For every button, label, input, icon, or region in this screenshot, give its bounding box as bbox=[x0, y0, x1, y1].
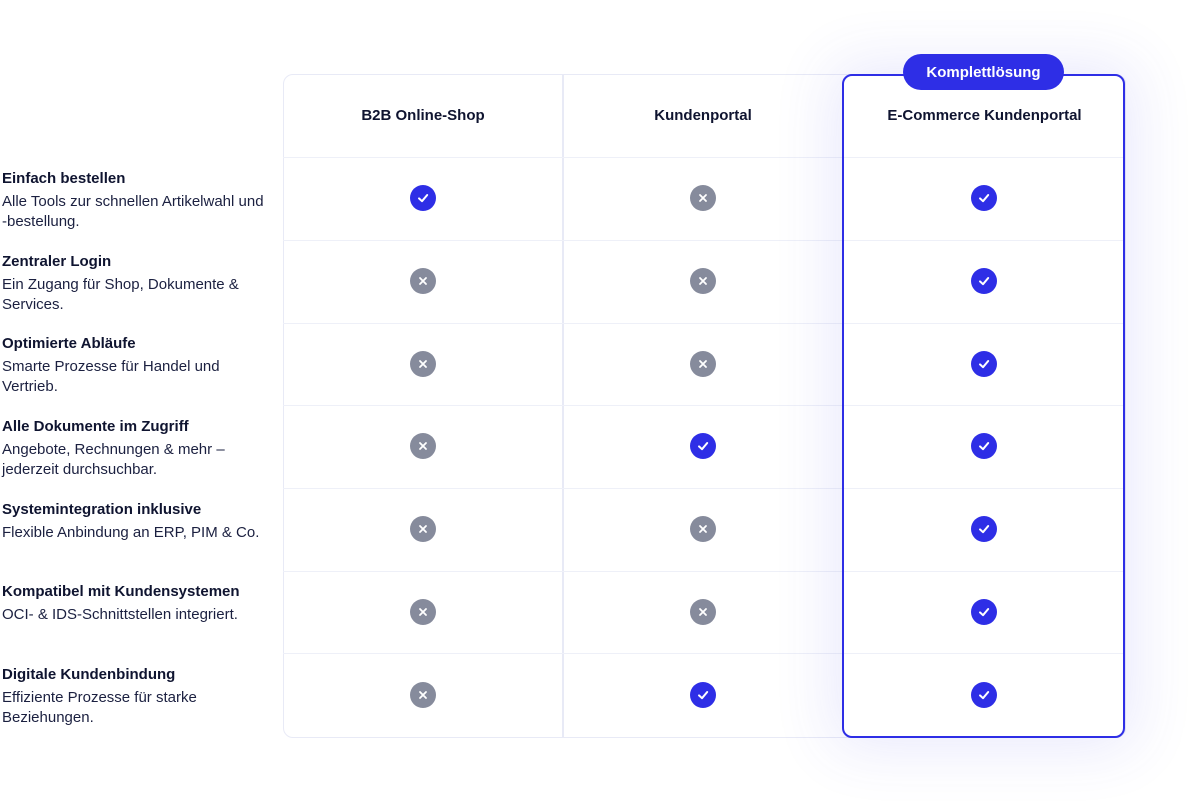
table-cell bbox=[283, 240, 563, 323]
feature-title: Alle Dokumente im Zugriff bbox=[2, 418, 189, 436]
row-divider bbox=[844, 323, 1123, 324]
feature-row: Zentraler Login Ein Zugang für Shop, Dok… bbox=[0, 240, 272, 323]
feature-row: Systemintegration inklusive Flexible Anb… bbox=[0, 488, 272, 571]
feature-description: Alle Tools zur schnellen Artikelwahl und… bbox=[2, 193, 264, 230]
row-divider bbox=[844, 488, 1123, 489]
highlight-badge: Komplettlösung bbox=[903, 54, 1064, 90]
feature-title: Systemintegration inklusive bbox=[2, 500, 202, 518]
row-divider bbox=[283, 405, 843, 406]
table-cell bbox=[283, 405, 563, 488]
column-header: Kundenportal bbox=[654, 107, 752, 124]
feature-row: Alle Dokumente im Zugriff Angebote, Rech… bbox=[0, 405, 272, 488]
feature-row: Digitale Kundenbindung Effiziente Prozes… bbox=[0, 653, 272, 736]
column-header: E-Commerce Kundenportal bbox=[887, 107, 1082, 124]
table-cell bbox=[283, 571, 563, 654]
column-divider bbox=[562, 74, 564, 738]
feature-title: Kompatibel mit Kundensystemen bbox=[2, 583, 240, 601]
table-cell bbox=[844, 488, 1124, 571]
feature-title: Optimierte Abläufe bbox=[2, 335, 136, 353]
table-cell bbox=[283, 322, 563, 405]
table-cell bbox=[283, 157, 563, 240]
x-circle-icon bbox=[410, 268, 436, 295]
table-cell bbox=[563, 405, 843, 488]
x-circle-icon bbox=[410, 350, 436, 377]
check-circle-icon bbox=[971, 185, 997, 212]
x-circle-icon bbox=[410, 516, 436, 543]
check-circle-icon bbox=[971, 681, 997, 708]
table-cell bbox=[563, 571, 843, 654]
table-cell bbox=[844, 571, 1124, 654]
table-cell bbox=[563, 488, 843, 571]
table-cell bbox=[563, 653, 843, 736]
row-divider bbox=[844, 240, 1123, 241]
feature-list: Einfach bestellen Alle Tools zur schnell… bbox=[0, 157, 272, 736]
x-circle-icon bbox=[690, 350, 716, 377]
row-divider bbox=[844, 405, 1123, 406]
check-circle-icon bbox=[690, 433, 716, 460]
check-circle-icon bbox=[410, 185, 436, 212]
table-cell bbox=[563, 240, 843, 323]
table-cell bbox=[844, 405, 1124, 488]
x-circle-icon bbox=[690, 185, 716, 212]
feature-description: Ein Zugang für Shop, Dokumente & Service… bbox=[2, 275, 239, 313]
row-divider bbox=[283, 323, 843, 324]
feature-row: Kompatibel mit Kundensystemen OCI- & IDS… bbox=[0, 570, 272, 653]
check-circle-icon bbox=[690, 681, 716, 708]
check-circle-icon bbox=[971, 433, 997, 460]
row-divider bbox=[283, 240, 843, 241]
feature-description: OCI- & IDS-Schnittstellen integriert. bbox=[2, 606, 238, 624]
feature-row: Optimierte Abläufe Smarte Prozesse für H… bbox=[0, 322, 272, 405]
x-circle-icon bbox=[690, 516, 716, 543]
feature-description: Angebote, Rechnungen & mehr – jederzeit … bbox=[2, 441, 225, 479]
column-header: B2B Online-Shop bbox=[361, 107, 485, 124]
check-circle-icon bbox=[971, 268, 997, 295]
check-circle-icon bbox=[971, 350, 997, 377]
feature-row: Einfach bestellen Alle Tools zur schnell… bbox=[0, 157, 272, 240]
comparison-table: Komplettlösung B2B Online-Shop Kundenpor… bbox=[283, 54, 1126, 738]
feature-description: Effiziente Prozesse für starke Beziehung… bbox=[2, 689, 197, 727]
table-cell bbox=[283, 653, 563, 736]
row-divider bbox=[844, 157, 1123, 158]
table-cell bbox=[844, 653, 1124, 736]
feature-title: Einfach bestellen bbox=[2, 170, 126, 187]
row-divider bbox=[283, 488, 843, 489]
row-divider bbox=[844, 571, 1123, 572]
row-divider bbox=[844, 653, 1123, 654]
row-divider bbox=[283, 157, 843, 158]
check-circle-icon bbox=[971, 516, 997, 543]
feature-description: Flexible Anbindung an ERP, PIM & Co. bbox=[2, 523, 260, 541]
x-circle-icon bbox=[690, 598, 716, 625]
table-cell bbox=[844, 157, 1124, 240]
feature-title: Digitale Kundenbindung bbox=[2, 666, 176, 684]
check-circle-icon bbox=[971, 598, 997, 625]
table-cell bbox=[844, 240, 1124, 323]
feature-description: Smarte Prozesse für Handel und Vertrieb. bbox=[2, 358, 220, 396]
feature-title: Zentraler Login bbox=[2, 252, 112, 270]
x-circle-icon bbox=[410, 681, 436, 708]
x-circle-icon bbox=[690, 268, 716, 295]
row-divider bbox=[283, 653, 843, 654]
table-cell bbox=[844, 322, 1124, 405]
table-cell bbox=[563, 322, 843, 405]
table-cell bbox=[283, 488, 563, 571]
row-divider bbox=[283, 571, 843, 572]
table-cell bbox=[563, 157, 843, 240]
x-circle-icon bbox=[410, 598, 436, 625]
x-circle-icon bbox=[410, 433, 436, 460]
highlighted-column bbox=[842, 74, 1125, 738]
